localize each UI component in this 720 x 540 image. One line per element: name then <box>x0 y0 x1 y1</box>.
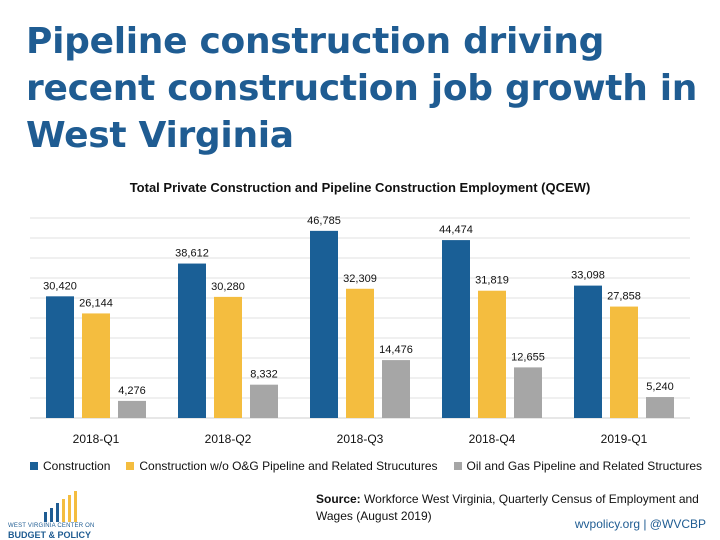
chart-legend: Construction Construction w/o O&G Pipelin… <box>30 459 710 473</box>
data-label: 14,476 <box>379 344 413 356</box>
source-label: Source: <box>316 492 361 506</box>
x-tick-label: 2018-Q3 <box>337 432 384 446</box>
data-label: 30,280 <box>211 281 245 293</box>
logo-text-line2: BUDGET & POLICY <box>8 530 92 540</box>
x-tick-label: 2018-Q2 <box>205 432 252 446</box>
chart-title: Total Private Construction and Pipeline … <box>129 180 591 195</box>
legend-swatch <box>30 462 38 470</box>
data-label: 31,819 <box>475 275 509 287</box>
footer-links: wvpolicy.org | @WVCBP <box>574 517 706 531</box>
data-label: 8,332 <box>250 369 278 381</box>
data-label: 30,420 <box>43 280 77 292</box>
legend-item: Construction w/o O&G Pipeline and Relate… <box>126 459 438 473</box>
bar-3-2018-q4 <box>514 367 542 418</box>
legend-item: Oil and Gas Pipeline and Related Structu… <box>453 459 702 473</box>
data-label: 26,144 <box>79 297 113 309</box>
legend-label: Construction <box>43 459 111 473</box>
logo-text-line1: WEST VIRGINIA CENTER ON <box>8 523 95 529</box>
x-tick-label: 2018-Q1 <box>73 432 120 446</box>
wvcbp-logo: WEST VIRGINIA CENTER ON BUDGET & POLICY <box>8 490 128 540</box>
bar-3-2018-q2 <box>250 384 278 418</box>
data-label: 44,474 <box>439 224 473 236</box>
bar-2-2019-q1 <box>610 306 638 418</box>
bar-1-2018-q2 <box>178 263 206 418</box>
data-label: 38,612 <box>175 248 209 260</box>
data-label: 5,240 <box>646 381 674 393</box>
bar-2-2018-q2 <box>214 296 242 418</box>
x-tick-label: 2019-Q1 <box>601 432 648 446</box>
x-tick-label: 2018-Q4 <box>469 432 516 446</box>
bar-3-2018-q3 <box>382 360 410 418</box>
bar-1-2019-q1 <box>574 285 602 418</box>
bar-1-2018-q3 <box>310 230 338 418</box>
bar-2-2018-q3 <box>346 288 374 418</box>
bar-3-2018-q1 <box>118 400 146 418</box>
bar-2-2018-q1 <box>82 313 110 418</box>
data-label: 33,098 <box>571 270 605 282</box>
legend-label: Oil and Gas Pipeline and Related Structu… <box>466 459 702 473</box>
bar-2-2018-q4 <box>478 290 506 418</box>
data-label: 32,309 <box>343 273 377 285</box>
source-note: Source: Workforce West Virginia, Quarter… <box>316 491 706 525</box>
source-text: Workforce West Virginia, Quarterly Censu… <box>316 492 699 523</box>
data-label: 27,858 <box>607 291 641 303</box>
bar-1-2018-q1 <box>46 296 74 418</box>
page-headline: Pipeline construction driving recent con… <box>26 21 698 156</box>
bar-3-2019-q1 <box>646 397 674 418</box>
bar-1-2018-q4 <box>442 240 470 418</box>
legend-item: Construction <box>30 459 110 473</box>
logo-bars-icon <box>44 491 77 522</box>
legend-swatch <box>453 462 462 470</box>
data-label: 4,276 <box>118 385 146 397</box>
data-label: 46,785 <box>307 215 341 227</box>
legend-swatch <box>126 462 135 470</box>
legend-label: Construction w/o O&G Pipeline and Relate… <box>139 459 438 473</box>
data-label: 12,655 <box>511 351 545 363</box>
